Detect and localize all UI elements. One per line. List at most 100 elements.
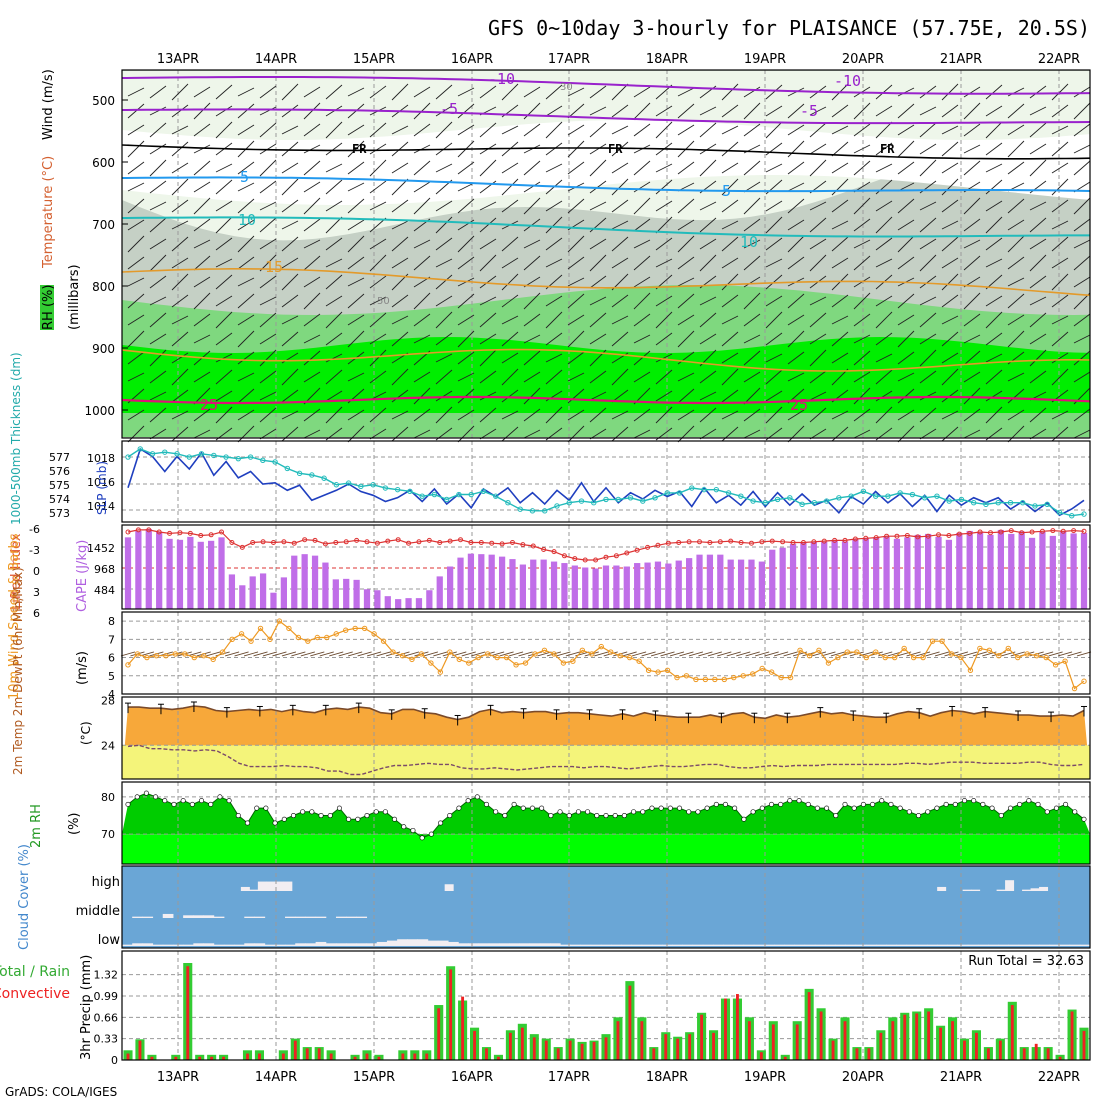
- temp-tick-label: 24: [101, 739, 115, 752]
- wind-barb: [765, 369, 783, 385]
- convective-precip-bar: [759, 1052, 763, 1060]
- wind-barb: [743, 292, 761, 310]
- thickness-marker: [529, 508, 536, 514]
- wind-barb: [853, 123, 871, 137]
- wind-barb: [391, 178, 409, 196]
- thickness-marker: [970, 499, 977, 506]
- wind-barb: [237, 235, 255, 253]
- lifted-index-marker: [125, 529, 131, 535]
- wind-speed-marker: [797, 647, 803, 653]
- wind-barb: [259, 275, 277, 289]
- rh-marker: [621, 813, 627, 819]
- wind-barb: [501, 162, 519, 174]
- wind-barb: [1051, 294, 1069, 308]
- wind-barb: [963, 144, 981, 154]
- wind-barb: [831, 141, 849, 157]
- wind-barb: [897, 161, 915, 175]
- middle-cloud-bar: [213, 916, 225, 918]
- wind-barb: [1051, 83, 1069, 101]
- rh-marker: [713, 801, 719, 807]
- wind-barb: [237, 182, 255, 192]
- date-label-bottom: 17APR: [548, 1070, 590, 1085]
- wind-barb: [127, 409, 145, 421]
- wind-barb: [435, 84, 453, 100]
- wind-barb: [193, 86, 211, 98]
- wind-barb: [479, 254, 497, 272]
- thickness-marker: [958, 496, 965, 503]
- wind-barb: [743, 350, 761, 366]
- convective-precip-bar: [700, 1014, 704, 1060]
- rh-marker: [870, 801, 876, 807]
- wind-barb: [677, 124, 695, 136]
- cape-tick-label: 1452: [87, 542, 115, 555]
- thickness-tick-label: 577: [49, 451, 70, 464]
- date-label-top: 14APR: [255, 52, 297, 67]
- convective-precip-bar: [664, 1034, 668, 1060]
- wind-speed-marker: [532, 651, 538, 657]
- wind-barb: [765, 84, 783, 100]
- wind-barb: [941, 199, 959, 213]
- wind-barb: [831, 410, 849, 420]
- freezing-level-contour: [121, 144, 1091, 160]
- wind-barb: [721, 141, 739, 157]
- cape-bar: [727, 559, 734, 609]
- wind-barb: [413, 255, 431, 271]
- thickness-marker: [211, 452, 217, 459]
- wind-barb-10m: [508, 651, 524, 657]
- cape-bar: [987, 534, 994, 609]
- wind-barb: [677, 256, 695, 270]
- wind-barb: [347, 161, 365, 175]
- low-cloud-bar: [763, 944, 775, 946]
- rh-marker: [382, 809, 388, 815]
- cape-bar: [187, 536, 194, 609]
- wind-barb: [963, 239, 981, 249]
- cape-bar: [602, 565, 610, 609]
- cape-tick-label: 484: [94, 584, 115, 597]
- rh-marker: [263, 805, 269, 811]
- wind-speed-marker: [891, 654, 898, 661]
- wind-barb: [633, 408, 651, 422]
- cape-bar: [810, 541, 817, 609]
- wind-barb: [391, 410, 409, 420]
- wind-barb: [215, 84, 233, 100]
- wind-barb: [765, 390, 783, 402]
- wind-barb: [633, 239, 651, 249]
- wind-barb: [919, 217, 937, 233]
- lifted-index-marker: [936, 532, 942, 538]
- low-cloud-bar: [723, 944, 734, 946]
- wind-barb: [479, 85, 497, 99]
- wind-barb: [831, 104, 849, 118]
- high-cloud-bar: [283, 881, 293, 891]
- convective-precip-bar: [1010, 1005, 1014, 1060]
- wind-barb: [963, 350, 981, 366]
- wind-barb-10m: [755, 651, 770, 657]
- wind-barb: [787, 235, 805, 253]
- wind-barb-10m: [972, 651, 988, 657]
- wind-barb: [985, 295, 1003, 307]
- wind-barb-10m: [660, 651, 675, 657]
- wind-barb-10m: [925, 651, 940, 657]
- wind-barb: [699, 370, 717, 384]
- wind-barb-10m: [243, 651, 259, 657]
- wind-barb: [1007, 124, 1025, 136]
- wind-barb: [809, 312, 827, 328]
- wind-barb: [633, 429, 651, 439]
- temp-contour-10: [121, 216, 1090, 238]
- wind-barb: [501, 125, 519, 135]
- wind-barb: [479, 312, 497, 328]
- convective-precip-bar: [867, 1048, 871, 1060]
- convective-precip-bar: [520, 1027, 524, 1060]
- low-cloud-bar: [213, 944, 225, 946]
- wind-speed-marker: [314, 634, 321, 641]
- wind-barb: [457, 293, 475, 309]
- cape-bar: [976, 531, 984, 609]
- wind-speed-marker: [541, 647, 548, 653]
- wind-barb: [831, 315, 849, 325]
- wind-speed-marker: [882, 654, 888, 661]
- wind-barb: [897, 256, 915, 270]
- wind-barb: [853, 255, 871, 271]
- wind-barb: [875, 332, 893, 346]
- wind-barb: [303, 429, 321, 439]
- lifted-index-marker: [676, 540, 682, 545]
- wind-barb: [171, 257, 189, 269]
